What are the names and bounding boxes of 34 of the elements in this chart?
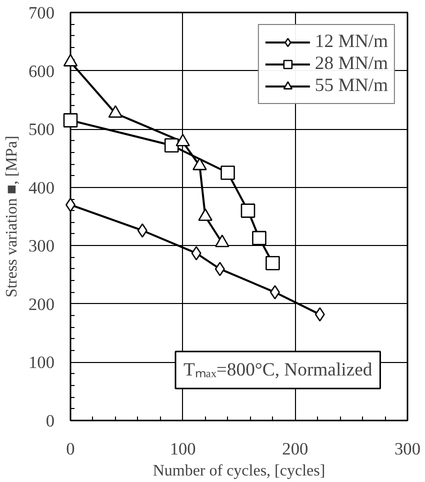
point [164,138,179,153]
y-tick-label: 200 [28,294,55,314]
legend-label: 55 MN/m [314,75,388,97]
point [176,134,190,146]
point [266,256,280,270]
x-axis-title: Number of cycles, [cycles] [152,462,326,480]
point [252,230,266,246]
point [191,246,202,260]
legend-label: 12 MN/m [314,31,388,53]
point [220,166,235,180]
legend-label: 28 MN/m [314,53,388,75]
point [137,223,148,238]
point [215,234,230,248]
x-tick-label: 100 [170,440,196,458]
y-tick-label: 300 [28,236,55,256]
annotation: Tₘₐₓ=800°C, Normalized [184,360,373,380]
y-axis-title: Stress variation ■, [MPa] [4,136,21,298]
x-tick-label: 200 [282,440,308,458]
point [240,204,256,218]
x-tick-label: 300 [394,440,421,458]
point [192,158,207,170]
point [214,262,225,276]
y-tick-label: 400 [28,178,55,198]
x-tick-label: 0 [66,440,75,458]
point [314,307,325,322]
point [63,54,78,66]
y-tick-label: 100 [28,353,55,372]
point [63,113,78,128]
point [108,105,123,118]
point [270,285,280,300]
y-tick-label: 0 [46,412,55,430]
y-tick-label: 600 [28,62,55,81]
y-tick-label: 700 [28,4,55,22]
y-tick-label: 500 [28,120,55,140]
